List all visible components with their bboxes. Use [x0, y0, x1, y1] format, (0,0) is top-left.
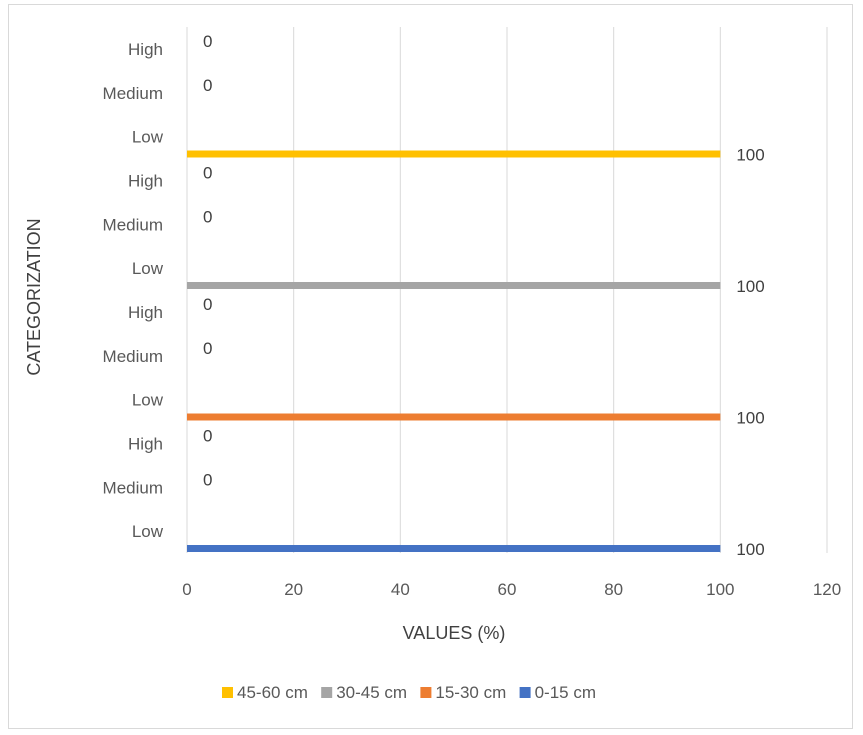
data-label: 0: [203, 163, 212, 182]
legend-label: 15-30 cm: [435, 683, 506, 702]
y-tick-label: High: [128, 434, 163, 453]
data-label: 0: [203, 207, 212, 226]
tick-layer: 0 20 40 60 80 100 120 Low Medium High Low Medium Hig…: [103, 40, 842, 599]
data-label: 100: [736, 277, 764, 296]
bar-layer: [187, 150, 721, 552]
x-tick-label: 80: [604, 580, 623, 599]
x-tick-label: 60: [498, 580, 517, 599]
data-label: 100: [736, 409, 764, 428]
bar: [187, 150, 721, 158]
data-label: 0: [203, 76, 212, 95]
legend-label: 30-45 cm: [336, 683, 407, 702]
x-axis-title: VALUES (%): [403, 623, 506, 643]
x-tick-label: 0: [182, 580, 191, 599]
x-tick-label: 100: [706, 580, 734, 599]
legend-label: 45-60 cm: [237, 683, 308, 702]
chart-frame: [8, 4, 853, 729]
y-tick-label: Low: [132, 259, 164, 278]
y-axis-title: CATEGORIZATION: [24, 218, 44, 375]
grid-layer: [186, 27, 828, 553]
y-tick-label: High: [128, 40, 163, 59]
data-label: 0: [203, 32, 212, 51]
data-label: 0: [203, 470, 212, 489]
data-label: 100: [736, 146, 764, 165]
x-tick-label: 40: [391, 580, 410, 599]
legend-swatch: [321, 687, 333, 698]
bar: [187, 545, 721, 552]
y-tick-label: Medium: [103, 347, 163, 366]
y-tick-label: Medium: [103, 478, 163, 497]
legend: 45-60 cm 30-45 cm 15-30 cm 0-15 cm: [222, 683, 596, 702]
legend-label: 0-15 cm: [535, 683, 596, 702]
label-layer: 100 0 0 100 0 0 100 0 0 100 0 0: [203, 32, 765, 559]
y-tick-label: High: [128, 171, 163, 190]
x-tick-label: 120: [813, 580, 841, 599]
legend-swatch: [420, 687, 432, 698]
legend-swatch: [519, 687, 531, 698]
y-tick-label: Low: [132, 391, 164, 410]
y-tick-label: Medium: [103, 84, 163, 103]
y-tick-label: High: [128, 303, 163, 322]
data-label: 0: [203, 295, 212, 314]
data-label: 0: [203, 426, 212, 445]
data-label: 0: [203, 339, 212, 358]
bar: [187, 282, 721, 289]
y-tick-label: Low: [132, 128, 164, 147]
y-tick-label: Low: [132, 522, 164, 541]
x-tick-label: 20: [284, 580, 303, 599]
legend-swatch: [222, 687, 233, 698]
bar: [187, 413, 721, 421]
y-tick-label: Medium: [103, 215, 163, 234]
data-label: 100: [736, 540, 764, 559]
